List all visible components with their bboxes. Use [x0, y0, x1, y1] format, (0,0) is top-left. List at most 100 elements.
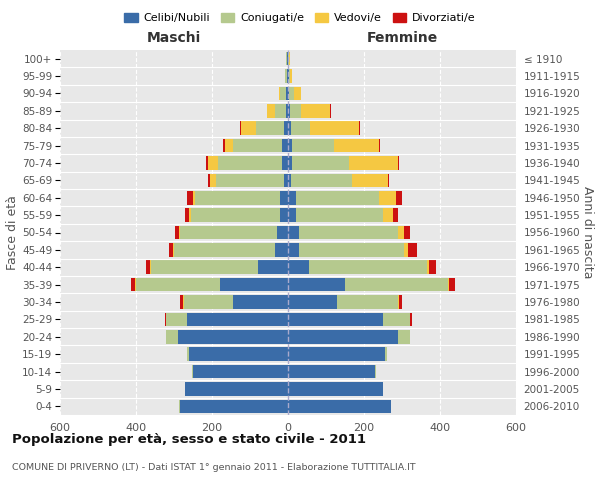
Bar	[220, 278, 288, 291]
Bar	[383, 208, 392, 222]
Bar	[178, 330, 288, 344]
Bar	[288, 330, 398, 344]
Bar	[166, 330, 178, 344]
Bar	[174, 243, 275, 256]
Bar	[288, 86, 289, 100]
Bar	[288, 400, 391, 413]
Bar	[189, 348, 288, 361]
Bar	[398, 295, 400, 309]
Bar	[284, 70, 286, 83]
Text: Maschi: Maschi	[147, 31, 201, 45]
Bar	[287, 52, 288, 66]
Bar	[275, 104, 286, 118]
Bar	[286, 104, 288, 118]
Bar	[233, 295, 288, 309]
Bar	[191, 208, 280, 222]
Bar	[296, 208, 383, 222]
Bar	[210, 174, 216, 187]
Bar	[135, 278, 136, 291]
Bar	[345, 278, 448, 291]
Bar	[151, 260, 257, 274]
Bar	[292, 139, 334, 152]
Bar	[291, 122, 310, 135]
Bar	[136, 278, 220, 291]
Bar	[286, 86, 288, 100]
Bar	[256, 122, 284, 135]
Bar	[289, 52, 290, 66]
Bar	[183, 295, 184, 309]
Bar	[383, 312, 410, 326]
Bar	[173, 243, 174, 256]
Bar	[337, 295, 398, 309]
Bar	[408, 243, 417, 256]
Bar	[289, 86, 294, 100]
Bar	[180, 295, 183, 309]
Bar	[185, 208, 189, 222]
Bar	[206, 156, 208, 170]
Bar	[288, 348, 385, 361]
Bar	[150, 260, 151, 274]
Bar	[449, 278, 455, 291]
Bar	[287, 70, 288, 83]
Bar	[175, 226, 179, 239]
Bar	[187, 191, 193, 204]
Bar	[275, 243, 288, 256]
Bar	[223, 139, 226, 152]
Bar	[187, 348, 189, 361]
Text: Popolazione per età, sesso e stato civile - 2011: Popolazione per età, sesso e stato civil…	[12, 432, 366, 446]
Bar	[280, 86, 286, 100]
Bar	[233, 139, 283, 152]
Bar	[309, 260, 427, 274]
Bar	[359, 122, 360, 135]
Bar	[241, 122, 256, 135]
Bar	[290, 104, 301, 118]
Text: Femmine: Femmine	[367, 31, 437, 45]
Bar	[286, 52, 287, 66]
Bar	[179, 226, 180, 239]
Bar	[288, 382, 383, 396]
Bar	[257, 260, 288, 274]
Bar	[428, 260, 436, 274]
Bar	[379, 139, 380, 152]
Bar	[310, 122, 359, 135]
Bar	[280, 208, 288, 222]
Bar	[397, 191, 402, 204]
Bar	[284, 122, 288, 135]
Bar	[240, 122, 241, 135]
Bar	[146, 260, 150, 274]
Bar	[301, 104, 330, 118]
Y-axis label: Fasce di età: Fasce di età	[7, 195, 19, 270]
Bar	[288, 243, 299, 256]
Bar	[289, 70, 290, 83]
Bar	[404, 243, 408, 256]
Bar	[216, 174, 284, 187]
Bar	[330, 104, 331, 118]
Bar	[267, 104, 275, 118]
Bar	[195, 191, 280, 204]
Bar	[299, 243, 404, 256]
Bar	[280, 191, 288, 204]
Bar	[410, 312, 412, 326]
Bar	[288, 156, 292, 170]
Bar	[193, 191, 195, 204]
Bar	[400, 295, 403, 309]
Bar	[208, 174, 210, 187]
Bar	[288, 260, 309, 274]
Bar	[349, 156, 398, 170]
Bar	[226, 139, 233, 152]
Bar	[283, 139, 288, 152]
Bar	[208, 156, 218, 170]
Bar	[180, 400, 288, 413]
Bar	[291, 174, 352, 187]
Bar	[288, 312, 383, 326]
Bar	[169, 243, 173, 256]
Bar	[352, 174, 388, 187]
Bar	[187, 312, 288, 326]
Bar	[385, 348, 387, 361]
Bar	[165, 312, 166, 326]
Bar	[284, 174, 288, 187]
Bar	[388, 174, 389, 187]
Bar	[288, 122, 291, 135]
Legend: Celibi/Nubili, Coniugati/e, Vedovi/e, Divorziati/e: Celibi/Nubili, Coniugati/e, Vedovi/e, Di…	[120, 8, 480, 28]
Bar	[283, 156, 288, 170]
